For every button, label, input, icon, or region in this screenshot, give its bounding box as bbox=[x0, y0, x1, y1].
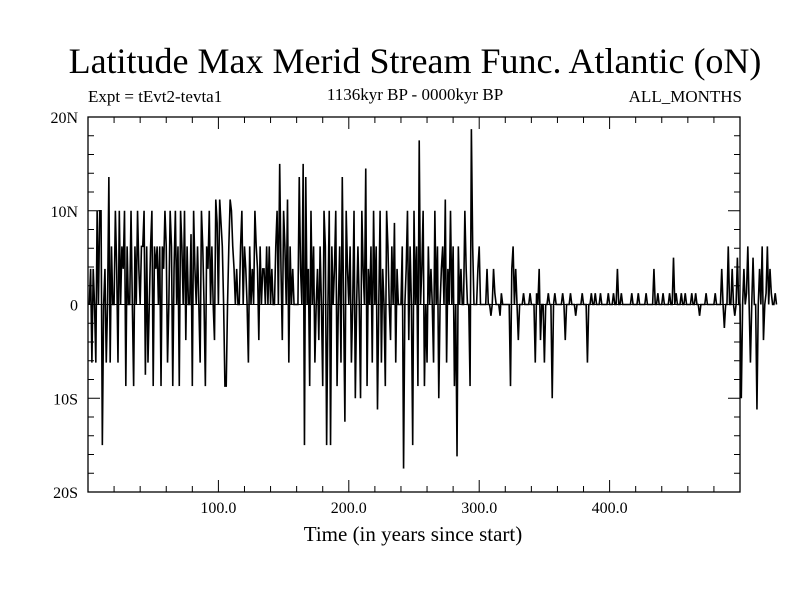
chart-title: Latitude Max Merid Stream Func. Atlantic… bbox=[68, 41, 762, 81]
series-layer bbox=[88, 129, 778, 469]
x-tick-label: 400.0 bbox=[592, 500, 628, 517]
y-tick-label: 10N bbox=[50, 204, 78, 221]
y-tick-label: 0 bbox=[70, 298, 78, 315]
y-tick-label: 20S bbox=[53, 485, 78, 502]
y-tick-label: 10S bbox=[53, 391, 78, 408]
experiment-label: Expt = tEvt2-tevta1 bbox=[88, 87, 223, 106]
x-tick-label: 200.0 bbox=[331, 500, 367, 517]
series-line bbox=[88, 129, 778, 469]
period-label: 1136kyr BP - 0000kyr BP bbox=[326, 85, 504, 104]
x-tick-label: 100.0 bbox=[200, 500, 236, 517]
months-label: ALL_MONTHS bbox=[628, 87, 742, 106]
x-axis-title: Time (in years since start) bbox=[304, 522, 523, 546]
x-tick-label: 300.0 bbox=[461, 500, 497, 517]
y-tick-label: 20N bbox=[50, 110, 78, 127]
